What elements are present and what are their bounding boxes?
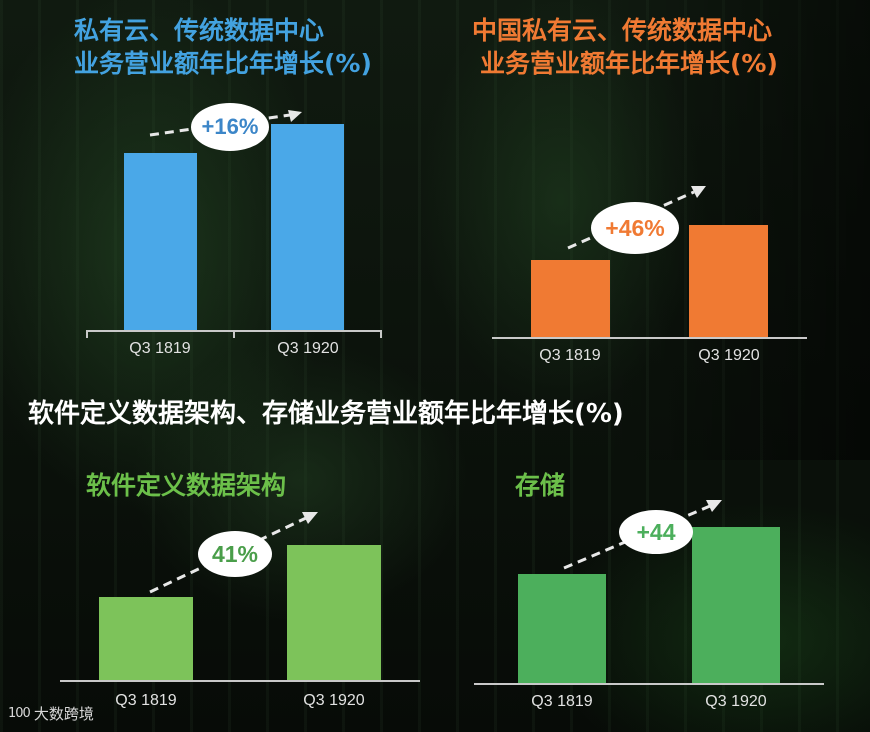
chart4-bar-q3-1819 — [518, 574, 606, 683]
chart1-axis-tick — [86, 330, 88, 338]
chart1-bar-q3-1920 — [271, 124, 344, 330]
chart4-growth-badge: +44 — [619, 510, 693, 554]
chart2-growth-badge: +46% — [591, 202, 679, 254]
chart2-xlabel-1: Q3 1819 — [539, 347, 601, 364]
chart3-growth-badge: 41% — [198, 531, 272, 577]
chart4-x-axis — [474, 683, 824, 685]
chart2-title: 中国私有云、传统数据中心 业务营业额年比年增长(%) — [472, 14, 778, 80]
watermark-text: 大数跨境 — [33, 705, 94, 723]
chart2-bar-q3-1920 — [689, 225, 768, 337]
chart3-bar-q3-1920 — [287, 545, 381, 680]
trend-arrow-icon — [149, 110, 302, 137]
trend-arrow-icon — [149, 512, 318, 594]
chart2-bar-q3-1819 — [531, 260, 610, 337]
chart4-xlabel-1: Q3 1819 — [531, 693, 593, 710]
watermark-logo-icon: 100 — [8, 706, 31, 721]
chart3-software-defined: Q3 1819 Q3 1920 41% — [60, 500, 420, 709]
chart3-x-axis — [60, 680, 420, 682]
chart2-xlabel-2: Q3 1920 — [698, 347, 760, 364]
chart1-bar-q3-1819 — [124, 153, 197, 330]
chart1-title-line1: 私有云、传统数据中心 — [74, 16, 325, 45]
chart1-xlabel-2: Q3 1920 — [277, 340, 339, 357]
section-title: 软件定义数据架构、存储业务营业额年比年增长(%) — [28, 399, 624, 429]
chart1-growth-badge: +16% — [191, 103, 269, 151]
chart3-xlabel-2: Q3 1920 — [303, 692, 365, 709]
chart4-xlabel-2: Q3 1920 — [705, 693, 767, 710]
chart2-title-line1: 中国私有云、传统数据中心 — [472, 16, 773, 45]
chart2-title-line2: 业务营业额年比年增长(%) — [480, 49, 778, 78]
chart4-storage: Q3 1819 Q3 1920 +44 — [474, 500, 824, 710]
chart1-title-line2: 业务营业额年比年增长(%) — [74, 49, 372, 78]
chart1-axis-tick — [233, 330, 235, 338]
chart1-title: 私有云、传统数据中心 业务营业额年比年增长(%) — [74, 14, 372, 80]
chart2-x-axis — [492, 337, 807, 339]
chart3-bar-q3-1819 — [99, 597, 193, 680]
chart1-xlabel-1: Q3 1819 — [129, 340, 191, 357]
chart1-private-cloud: Q3 1819 Q3 1920 +16% — [84, 100, 384, 357]
chart2-china-private-cloud: Q3 1819 Q3 1920 +46% — [490, 180, 810, 364]
chart4-title: 存储 — [515, 471, 566, 500]
chart1-axis-tick — [380, 330, 382, 338]
chart3-title: 软件定义数据架构 — [86, 471, 287, 500]
watermark: 100 大数跨境 — [8, 703, 94, 724]
chart3-xlabel-1: Q3 1819 — [115, 692, 177, 709]
chart4-bar-q3-1920 — [692, 527, 780, 683]
